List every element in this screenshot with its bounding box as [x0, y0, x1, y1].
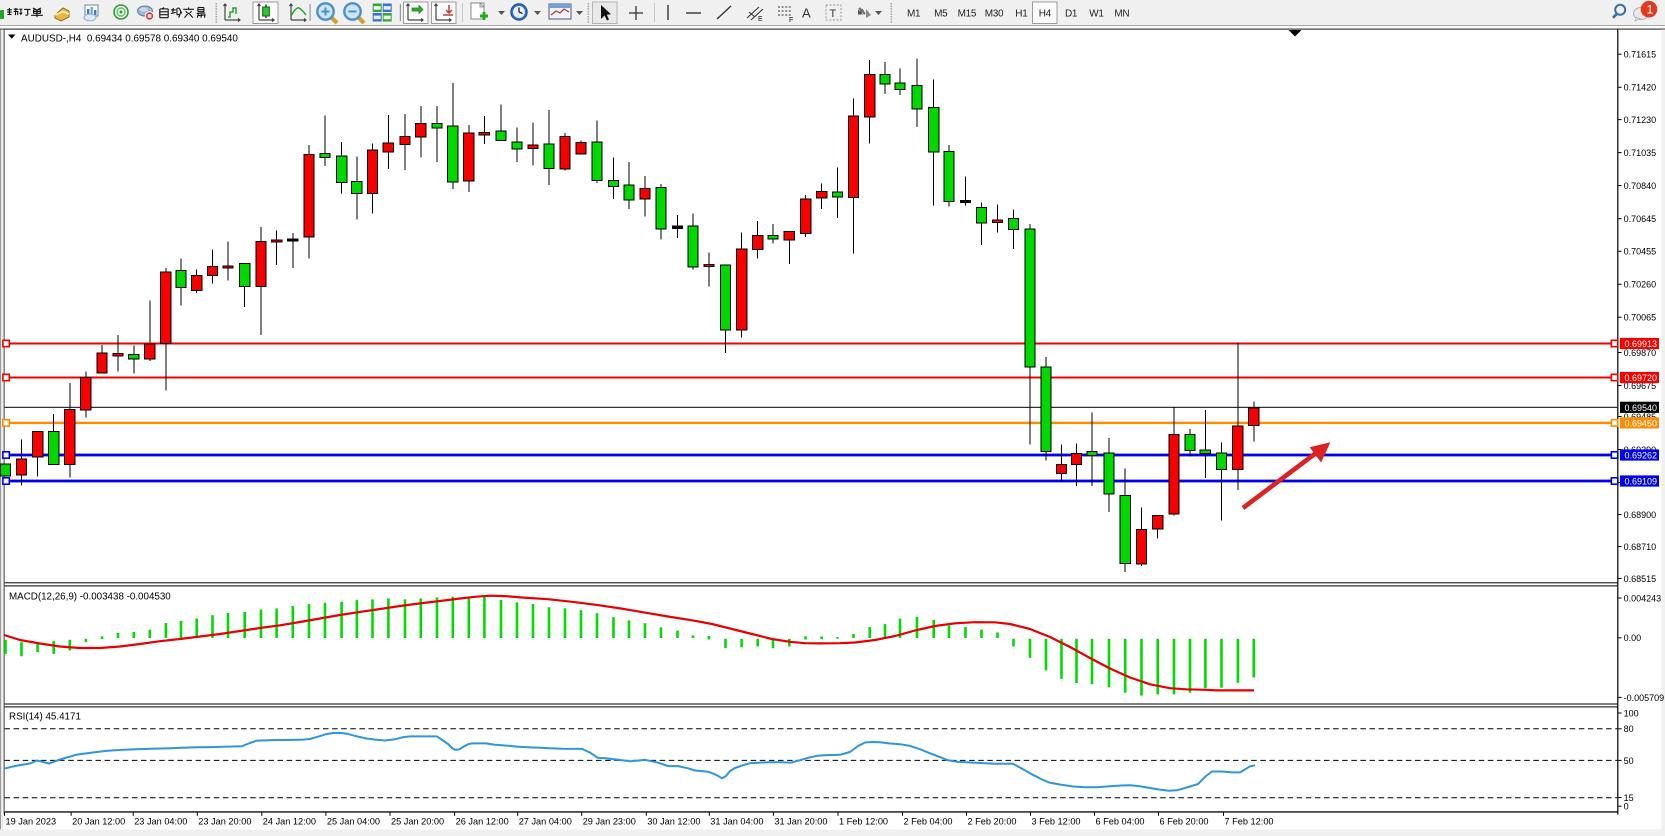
svg-text:0.68900: 0.68900 [1624, 510, 1657, 520]
svg-text:H1: H1 [1015, 9, 1028, 20]
svg-text:50: 50 [1624, 756, 1634, 766]
svg-text:D1: D1 [1065, 9, 1078, 20]
svg-text:T: T [830, 8, 837, 20]
svg-text:80: 80 [1624, 724, 1634, 734]
svg-text:0.70065: 0.70065 [1624, 313, 1657, 323]
svg-text:100: 100 [1624, 708, 1639, 718]
svg-text:0.71615: 0.71615 [1624, 50, 1657, 60]
svg-text:0.69450: 0.69450 [1625, 418, 1658, 428]
svg-text:25 Jan 04:00: 25 Jan 04:00 [327, 816, 380, 826]
svg-text:0.69540: 0.69540 [1625, 403, 1658, 413]
svg-text:23 Jan 04:00: 23 Jan 04:00 [134, 816, 187, 826]
svg-text:0.69485: 0.69485 [1624, 412, 1657, 422]
svg-text:0.69720: 0.69720 [1625, 373, 1658, 383]
svg-text:24 Jan 12:00: 24 Jan 12:00 [263, 816, 316, 826]
svg-text:2 Feb 20:00: 2 Feb 20:00 [968, 816, 1017, 826]
svg-text:AUDUSD-,H4 0.69434 0.69578 0.: AUDUSD-,H4 0.69434 0.69578 0.69340 0.695… [21, 33, 238, 44]
svg-text:1 Feb 12:00: 1 Feb 12:00 [839, 816, 888, 826]
svg-text:M15: M15 [958, 9, 977, 20]
svg-text:0.68515: 0.68515 [1624, 574, 1657, 584]
svg-text:15: 15 [1624, 793, 1634, 803]
svg-text:A: A [802, 6, 811, 21]
svg-text:0.71420: 0.71420 [1624, 83, 1657, 93]
svg-text:0.70840: 0.70840 [1624, 181, 1657, 191]
svg-text:30 Jan 12:00: 30 Jan 12:00 [647, 816, 700, 826]
svg-text:0.69913: 0.69913 [1625, 339, 1658, 349]
svg-text:0.71035: 0.71035 [1624, 148, 1657, 158]
svg-text:6 Feb 04:00: 6 Feb 04:00 [1096, 816, 1145, 826]
svg-text:0.69262: 0.69262 [1625, 451, 1658, 461]
svg-text:27 Jan 04:00: 27 Jan 04:00 [519, 816, 572, 826]
svg-text:0.004243: 0.004243 [1624, 593, 1662, 603]
svg-text:H4: H4 [1039, 9, 1052, 20]
svg-text:0.69675: 0.69675 [1624, 381, 1657, 391]
svg-text:2 Feb 04:00: 2 Feb 04:00 [904, 816, 953, 826]
svg-text:0: 0 [1624, 802, 1629, 812]
svg-text:0.68710: 0.68710 [1624, 542, 1657, 552]
svg-text:0.70455: 0.70455 [1624, 247, 1657, 257]
svg-text:0.71230: 0.71230 [1624, 115, 1657, 125]
svg-text:M30: M30 [985, 9, 1004, 20]
svg-text:E: E [758, 16, 763, 23]
svg-text:31 Jan 04:00: 31 Jan 04:00 [710, 816, 763, 826]
svg-text:29 Jan 23:00: 29 Jan 23:00 [583, 816, 636, 826]
svg-text:31 Jan 20:00: 31 Jan 20:00 [774, 816, 827, 826]
svg-text:M5: M5 [934, 9, 948, 20]
svg-text:MACD(12,26,9) -0.003438 -0.004: MACD(12,26,9) -0.003438 -0.004530 [9, 592, 171, 603]
svg-text:0.69109: 0.69109 [1625, 477, 1658, 487]
svg-text:23 Jan 20:00: 23 Jan 20:00 [198, 816, 251, 826]
svg-text:19 Jan 2023: 19 Jan 2023 [6, 816, 57, 826]
svg-text:0.70260: 0.70260 [1624, 280, 1657, 290]
svg-text:0.00: 0.00 [1624, 633, 1642, 643]
svg-text:F: F [789, 17, 793, 24]
svg-text:MN: MN [1114, 9, 1129, 20]
svg-text:W1: W1 [1089, 9, 1104, 20]
svg-text:20 Jan 12:00: 20 Jan 12:00 [72, 816, 125, 826]
svg-text:26 Jan 12:00: 26 Jan 12:00 [456, 816, 509, 826]
svg-text:3 Feb 12:00: 3 Feb 12:00 [1032, 816, 1081, 826]
svg-text:0.69870: 0.69870 [1624, 348, 1657, 358]
svg-text:7 Feb 12:00: 7 Feb 12:00 [1225, 816, 1274, 826]
svg-text:M1: M1 [907, 9, 921, 20]
svg-text:RSI(14) 45.4171: RSI(14) 45.4171 [9, 712, 81, 723]
svg-text:0.70645: 0.70645 [1624, 214, 1657, 224]
svg-text:-0.005709: -0.005709 [1624, 693, 1665, 703]
svg-text:1: 1 [1647, 2, 1654, 16]
svg-text:25 Jan 20:00: 25 Jan 20:00 [391, 816, 444, 826]
svg-text:6 Feb 20:00: 6 Feb 20:00 [1160, 816, 1209, 826]
